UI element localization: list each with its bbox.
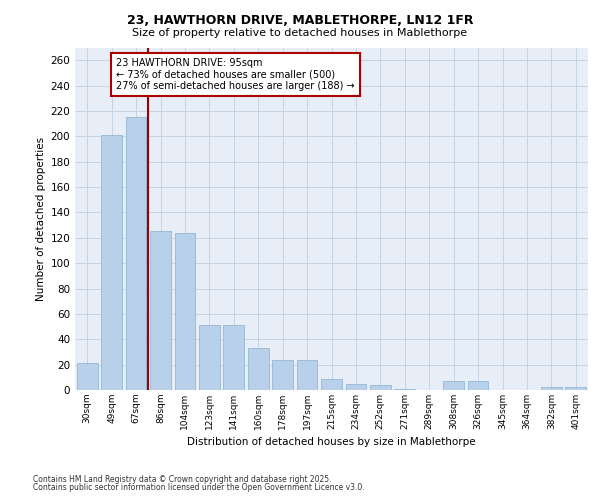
Bar — [321, 378, 342, 390]
Bar — [248, 348, 269, 390]
Text: Contains HM Land Registry data © Crown copyright and database right 2025.: Contains HM Land Registry data © Crown c… — [33, 475, 331, 484]
Text: 23 HAWTHORN DRIVE: 95sqm
← 73% of detached houses are smaller (500)
27% of semi-: 23 HAWTHORN DRIVE: 95sqm ← 73% of detach… — [116, 58, 355, 91]
Bar — [272, 360, 293, 390]
Bar — [346, 384, 367, 390]
Bar — [77, 364, 98, 390]
Bar — [223, 326, 244, 390]
Bar — [296, 360, 317, 390]
Bar — [150, 232, 171, 390]
Text: Size of property relative to detached houses in Mablethorpe: Size of property relative to detached ho… — [133, 28, 467, 38]
X-axis label: Distribution of detached houses by size in Mablethorpe: Distribution of detached houses by size … — [187, 438, 476, 448]
Bar — [101, 135, 122, 390]
Bar — [467, 381, 488, 390]
Bar — [443, 381, 464, 390]
Text: 23, HAWTHORN DRIVE, MABLETHORPE, LN12 1FR: 23, HAWTHORN DRIVE, MABLETHORPE, LN12 1F… — [127, 14, 473, 27]
Bar — [394, 388, 415, 390]
Bar — [199, 326, 220, 390]
Y-axis label: Number of detached properties: Number of detached properties — [36, 136, 46, 301]
Bar — [370, 385, 391, 390]
Bar — [125, 118, 146, 390]
Text: Contains public sector information licensed under the Open Government Licence v3: Contains public sector information licen… — [33, 483, 365, 492]
Bar — [175, 232, 196, 390]
Bar — [565, 388, 586, 390]
Bar — [541, 388, 562, 390]
